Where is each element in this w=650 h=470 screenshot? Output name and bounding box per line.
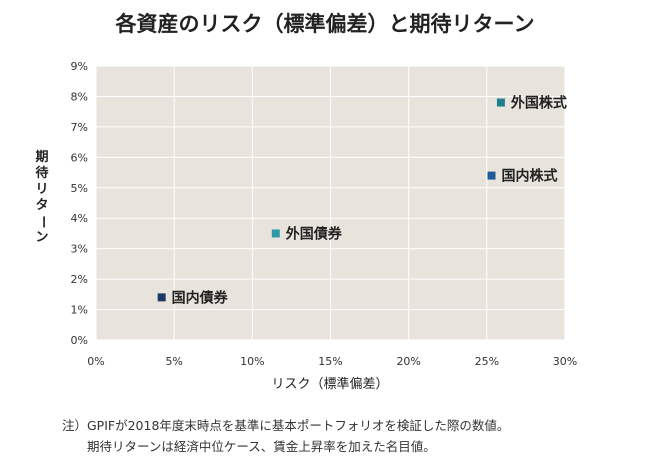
grid-lines [95, 65, 566, 341]
footnote-line-1: 注）GPIFが2018年度末時点を基準に基本ポートフォリオを検証した際の数値。 [62, 418, 510, 433]
x-tick-label: 30% [553, 355, 577, 368]
data-point-label: 外国株式 [511, 95, 567, 112]
y-axis-label: 期待リターン [33, 150, 51, 246]
x-tick-label: 5% [165, 355, 182, 368]
y-tick-label: 5% [71, 182, 88, 195]
axis-ticks: 0% 5% 10% 15% 20% 25% 30% 0% 1% 2% 3% 4% 5% 6% 7% 8% 9% [71, 60, 578, 368]
y-tick-label: 8% [71, 90, 88, 103]
y-tick-label: 0% [71, 334, 88, 347]
x-tick-label: 25% [475, 355, 499, 368]
data-point-label: 国内株式 [502, 168, 558, 185]
y-tick-label: 6% [71, 151, 88, 164]
y-tick-label: 7% [71, 121, 88, 134]
y-axis-label-char: 待 [35, 166, 49, 181]
data-point-marker [157, 293, 166, 302]
y-tick-label: 4% [71, 212, 88, 225]
y-axis-label-char: 期 [35, 150, 49, 165]
chart-title: 各資産のリスク（標準偏差）と期待リターン [115, 12, 535, 36]
y-tick-label: 2% [71, 273, 88, 286]
data-point-label: 国内債券 [172, 289, 229, 306]
x-axis-label: リスク（標準偏差） [271, 376, 388, 392]
data-point-label: 外国債券 [286, 225, 343, 242]
y-axis-label-char: ー [35, 215, 50, 229]
data-point-marker [487, 171, 496, 180]
y-axis-label-char: ン [35, 230, 49, 245]
x-tick-label: 15% [318, 355, 342, 368]
y-tick-label: 9% [71, 60, 88, 73]
x-tick-label: 0% [87, 355, 104, 368]
y-tick-label: 3% [71, 243, 88, 256]
x-tick-label: 10% [240, 355, 264, 368]
x-tick-label: 20% [396, 355, 420, 368]
data-point-marker [271, 229, 280, 238]
y-axis-label-char: リ [35, 182, 49, 197]
y-tick-label: 1% [71, 304, 88, 317]
y-axis-label-char: タ [35, 198, 49, 213]
data-point-marker [496, 98, 505, 107]
footnote-line-2: 期待リターンは経済中位ケース、賃金上昇率を加えた名目値。 [62, 439, 436, 454]
data-points: 国内債券 外国債券 国内株式 外国株式 [157, 95, 567, 306]
